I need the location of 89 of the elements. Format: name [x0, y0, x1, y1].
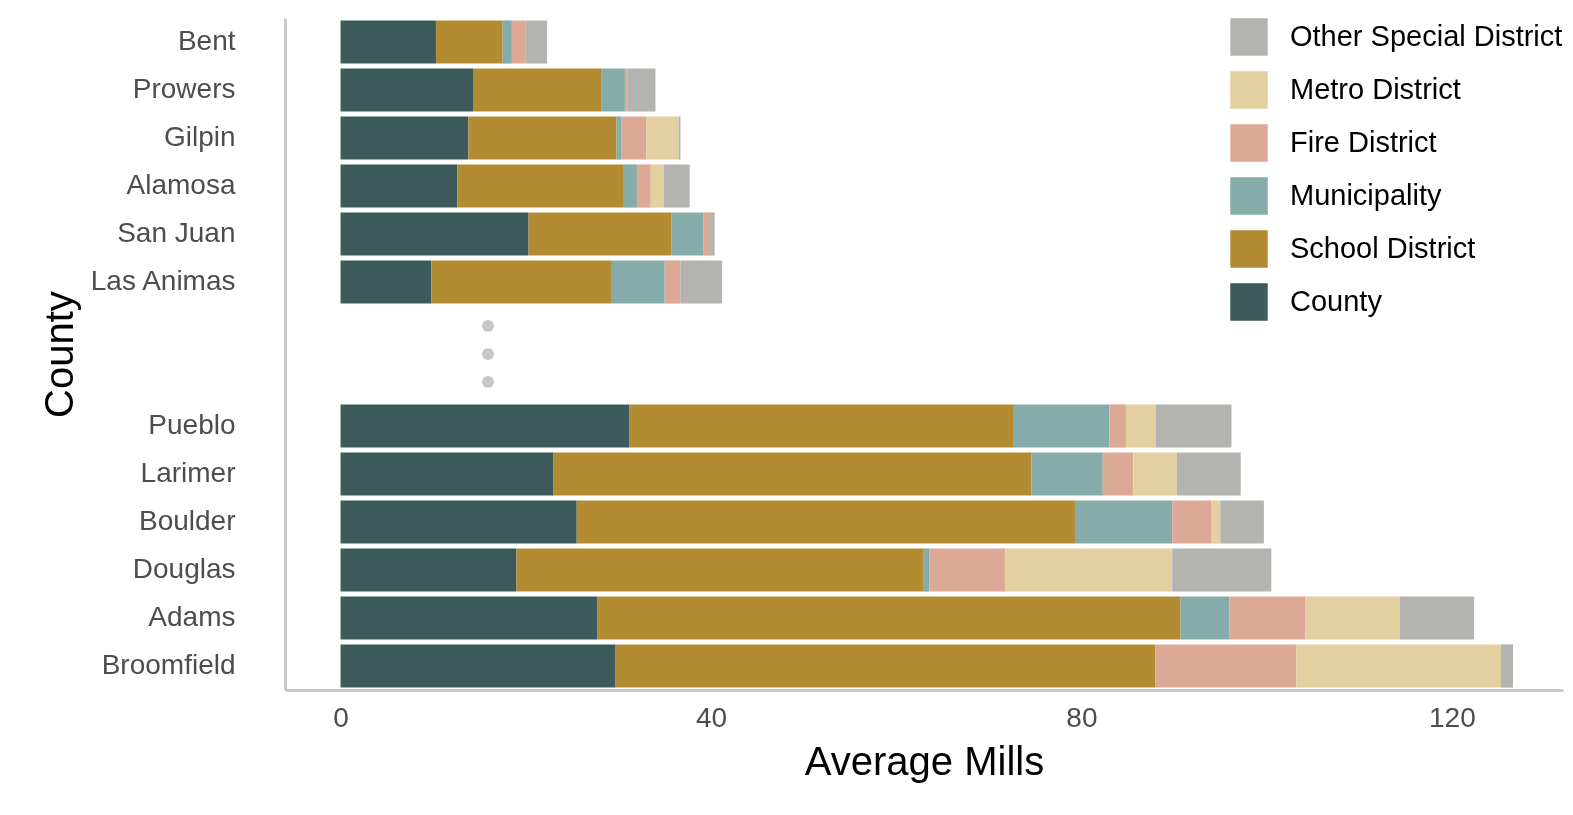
- bar: [601, 68, 625, 112]
- bar: [664, 260, 681, 304]
- bar: [1172, 500, 1212, 544]
- bar: [525, 20, 548, 64]
- x-tick-label: 0: [333, 701, 349, 733]
- bar: [636, 164, 651, 208]
- bar: [340, 212, 529, 256]
- bar: [340, 404, 630, 448]
- bar: [340, 452, 554, 496]
- bar: [468, 116, 617, 160]
- bar: [680, 260, 723, 304]
- x-tick-label: 80: [1066, 701, 1098, 733]
- x-axis-title: Average Mills: [804, 738, 1045, 783]
- bar: [528, 212, 672, 256]
- bar: [1400, 596, 1475, 640]
- y-tick-label: Pueblo: [148, 409, 236, 440]
- legend-label: Fire District: [1290, 126, 1437, 158]
- bar: [624, 68, 628, 112]
- bar: [663, 164, 690, 208]
- y-tick-label: Gilpin: [163, 121, 236, 152]
- legend-label: Municipality: [1290, 179, 1442, 211]
- bar: [340, 20, 436, 64]
- bar: [703, 212, 711, 256]
- y-tick-label: Prowers: [132, 73, 236, 104]
- y-tick-label: Las Animas: [90, 265, 236, 296]
- bar: [473, 68, 602, 112]
- bar: [431, 260, 611, 304]
- bar: [610, 260, 665, 304]
- bar: [1220, 500, 1264, 544]
- bar: [627, 68, 656, 112]
- legend-label: County: [1290, 285, 1383, 317]
- bar: [1125, 404, 1156, 448]
- x-tick-label: 120: [1429, 701, 1476, 733]
- y-tick-label: Larimer: [140, 457, 236, 488]
- bar: [1133, 452, 1177, 496]
- bar: [929, 548, 1006, 592]
- bar: [629, 404, 1014, 448]
- bar: [340, 644, 616, 688]
- bar: [457, 164, 624, 208]
- bar: [1296, 644, 1501, 688]
- y-tick-label: Adams: [148, 601, 236, 632]
- bar: [516, 548, 924, 592]
- bar: [646, 116, 679, 160]
- legend-label: School District: [1290, 232, 1476, 264]
- bar: [435, 20, 503, 64]
- bar: [1172, 548, 1272, 592]
- bar: [621, 116, 647, 160]
- bar: [340, 260, 432, 304]
- bar: [1211, 500, 1221, 544]
- bar: [1180, 596, 1230, 640]
- legend-label: Metro District: [1290, 73, 1461, 105]
- y-axis-title: County: [37, 291, 82, 418]
- legend-label: Other Special District: [1290, 20, 1563, 52]
- bar: [1109, 404, 1126, 448]
- bar: [1176, 452, 1241, 496]
- bar: [1074, 500, 1173, 544]
- bar: [511, 20, 526, 64]
- bar: [671, 212, 704, 256]
- bar: [1155, 644, 1297, 688]
- y-tick-label: Broomfield: [101, 649, 236, 680]
- x-tick-label: 40: [695, 701, 728, 733]
- bar: [340, 68, 473, 112]
- bar: [923, 548, 930, 592]
- bar: [340, 500, 577, 544]
- bar: [1500, 644, 1513, 688]
- y-tick-label: Bent: [177, 25, 236, 56]
- bar: [553, 452, 1032, 496]
- y-tick-label: Boulder: [138, 505, 236, 536]
- y-tick-label: San Juan: [117, 217, 236, 248]
- bar: [1031, 452, 1103, 496]
- bar: [623, 164, 637, 208]
- y-tick-label: Douglas: [132, 553, 236, 584]
- bar: [576, 500, 1075, 544]
- bar: [502, 20, 512, 64]
- bar: [1305, 596, 1401, 640]
- bar: [710, 212, 715, 256]
- bar: [1102, 452, 1134, 496]
- bar: [650, 164, 664, 208]
- bar: [340, 596, 598, 640]
- bar: [340, 116, 469, 160]
- bar: [1013, 404, 1110, 448]
- bar: [340, 548, 517, 592]
- y-tick-label: Alamosa: [126, 169, 236, 200]
- bar: [1155, 404, 1232, 448]
- bar: [615, 644, 1156, 688]
- bar: [1005, 548, 1173, 592]
- bar: [340, 164, 458, 208]
- bar: [1229, 596, 1306, 640]
- bar: [597, 596, 1181, 640]
